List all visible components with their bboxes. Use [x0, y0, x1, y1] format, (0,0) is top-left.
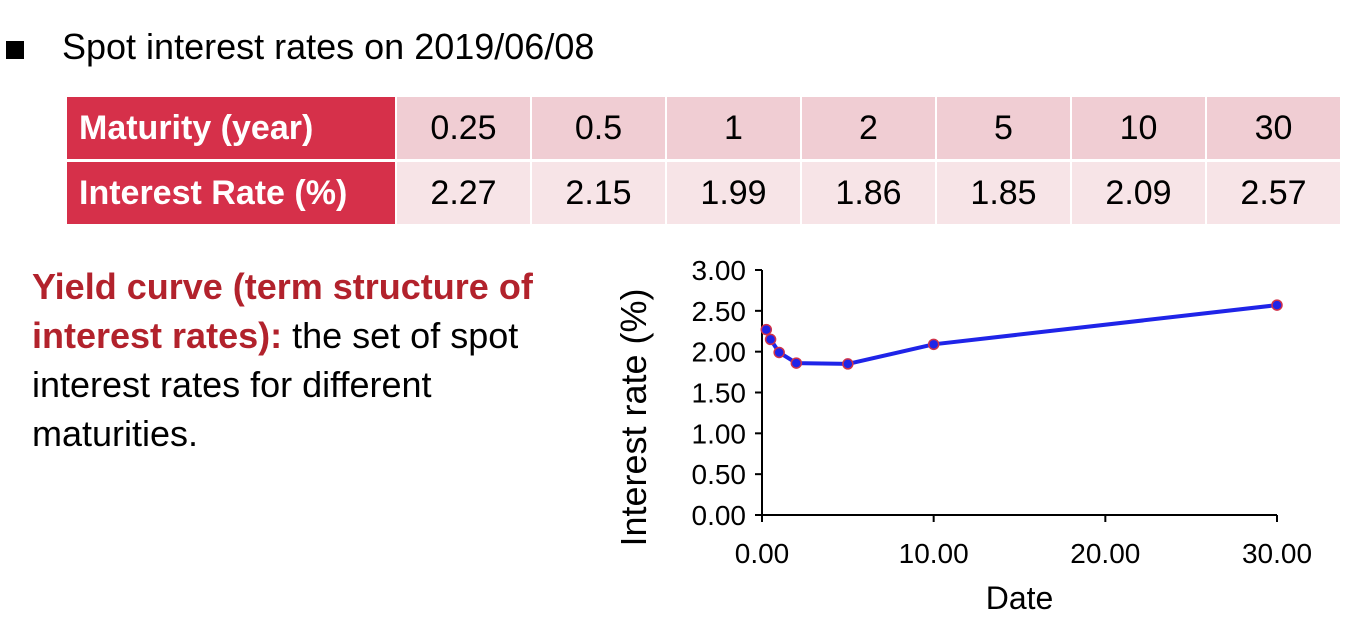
- data-point: [760, 323, 773, 336]
- y-axis-label: Interest rate (%): [613, 288, 654, 546]
- y-tick-label: 1.50: [692, 378, 747, 409]
- rates-table: Maturity (year) 0.25 0.5 1 2 5 10 30 Int…: [67, 97, 1342, 227]
- data-point: [1271, 299, 1283, 311]
- x-tick-label: 0.00: [735, 538, 790, 569]
- y-tick-label: 2.50: [692, 296, 747, 327]
- maturity-cell: 0.5: [532, 97, 667, 162]
- rate-cell: 2.57: [1207, 162, 1342, 227]
- page-title: Spot interest rates on 2019/06/08: [62, 26, 595, 67]
- maturity-row: Maturity (year) 0.25 0.5 1 2 5 10 30: [67, 97, 1342, 162]
- x-tick-label: 10.00: [899, 538, 969, 569]
- heading-row: Spot interest rates on 2019/06/08: [4, 22, 594, 72]
- rate-cell: 2.15: [532, 162, 667, 227]
- x-tick-label: 20.00: [1070, 538, 1140, 569]
- rate-row: Interest Rate (%) 2.27 2.15 1.99 1.86 1.…: [67, 162, 1342, 227]
- maturity-cell: 5: [937, 97, 1072, 162]
- y-tick-label: 1.00: [692, 418, 747, 449]
- y-tick-label: 3.00: [692, 255, 747, 286]
- maturity-cell: 10: [1072, 97, 1207, 162]
- maturity-cell: 1: [667, 97, 802, 162]
- series-line: [764, 303, 1278, 366]
- maturity-header: Maturity (year): [67, 97, 397, 162]
- maturity-cell: 2: [802, 97, 937, 162]
- x-tick-label: 30.00: [1242, 538, 1312, 569]
- rate-cell: 2.27: [397, 162, 532, 227]
- maturity-cell: 30: [1207, 97, 1342, 162]
- rate-cell: 1.85: [937, 162, 1072, 227]
- data-point: [927, 338, 940, 351]
- yield-curve-description: Yield curve (term structure of interest …: [32, 262, 572, 458]
- rate-cell: 1.99: [667, 162, 802, 227]
- rate-cell: 1.86: [802, 162, 937, 227]
- data-point: [764, 333, 777, 346]
- y-tick-label: 0.00: [692, 500, 747, 531]
- data-point: [842, 358, 854, 370]
- yield-curve-term: Yield curve (term structure of interest …: [32, 266, 533, 356]
- maturity-cell: 0.25: [397, 97, 532, 162]
- y-tick-label: 2.00: [692, 337, 747, 368]
- yield-curve-definition: the set of spot interest rates for diffe…: [32, 315, 519, 454]
- data-point: [773, 346, 785, 359]
- data-point: [790, 357, 803, 369]
- rate-header: Interest Rate (%): [67, 162, 397, 227]
- x-axis-label: Date: [986, 580, 1054, 616]
- y-tick-label: 0.50: [692, 459, 747, 490]
- rate-cell: 2.09: [1072, 162, 1207, 227]
- bullet-square-icon: [6, 41, 24, 59]
- yield-curve-chart: 0.00 0.50 1.00 1.50 2.00 2.50 3.00 0.00 10.00 20.…: [613, 255, 1312, 616]
